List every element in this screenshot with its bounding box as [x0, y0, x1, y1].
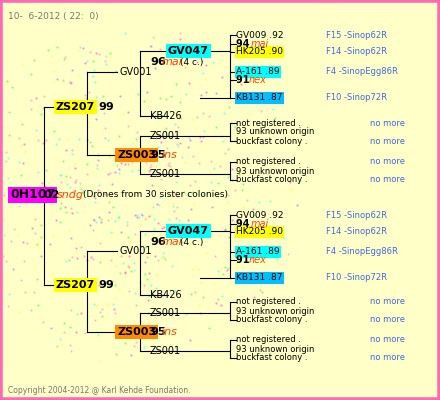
Text: ZS207: ZS207 [56, 102, 95, 112]
Text: GV047: GV047 [168, 46, 209, 56]
Text: F15 -Sinop62R: F15 -Sinop62R [326, 210, 387, 220]
Text: no more: no more [370, 354, 405, 362]
Text: mai: mai [162, 237, 183, 247]
Text: KB426: KB426 [150, 111, 182, 121]
Text: 99: 99 [98, 102, 114, 112]
Text: A-161 .89: A-161 .89 [236, 248, 280, 256]
Text: buckfast colony .: buckfast colony . [236, 354, 308, 362]
Text: ins: ins [162, 150, 178, 160]
Text: no more: no more [370, 298, 405, 306]
Text: 93 unknown origin: 93 unknown origin [236, 306, 314, 316]
Text: 91: 91 [236, 75, 253, 85]
Text: ZS003: ZS003 [117, 327, 156, 337]
Text: KB131 .87: KB131 .87 [236, 94, 282, 102]
Text: ins: ins [162, 327, 178, 337]
Text: 93 unknown origin: 93 unknown origin [236, 128, 314, 136]
Text: F14 -Sinop62R: F14 -Sinop62R [326, 48, 387, 56]
Text: 0H107: 0H107 [10, 188, 55, 202]
Text: HK205 .90: HK205 .90 [236, 48, 283, 56]
Text: not registered .: not registered . [236, 336, 301, 344]
Text: not registered .: not registered . [236, 118, 301, 128]
Text: mai: mai [251, 219, 269, 229]
Text: GV001: GV001 [120, 246, 153, 256]
Text: buckfast colony .: buckfast colony . [236, 316, 308, 324]
Text: mai: mai [251, 39, 269, 49]
Text: ZS001: ZS001 [150, 131, 181, 141]
Text: buckfast colony .: buckfast colony . [236, 176, 308, 184]
Text: F4 -SinopEgg86R: F4 -SinopEgg86R [326, 248, 398, 256]
Text: ZS001: ZS001 [150, 169, 181, 179]
Text: 02: 02 [44, 190, 63, 200]
Text: KB426: KB426 [150, 290, 182, 300]
Text: 93 unknown origin: 93 unknown origin [236, 344, 314, 354]
Text: mai: mai [162, 57, 183, 67]
Text: no more: no more [370, 118, 405, 128]
Text: HK205 .90: HK205 .90 [236, 228, 283, 236]
Text: not registered .: not registered . [236, 158, 301, 166]
Text: 96: 96 [150, 237, 166, 247]
Text: ZS001: ZS001 [150, 308, 181, 318]
Text: ZS003: ZS003 [117, 150, 156, 160]
Text: no more: no more [370, 176, 405, 184]
Text: F10 -Sinop72R: F10 -Sinop72R [326, 274, 387, 282]
Text: ZS001: ZS001 [150, 346, 181, 356]
Text: 93 unknown origin: 93 unknown origin [236, 166, 314, 176]
Text: Copyright 2004-2012 @ Karl Kehde Foundation.: Copyright 2004-2012 @ Karl Kehde Foundat… [8, 386, 191, 395]
Text: (4 c.): (4 c.) [180, 58, 203, 66]
Text: not registered .: not registered . [236, 298, 301, 306]
Text: no more: no more [370, 316, 405, 324]
Text: nex: nex [249, 75, 267, 85]
Text: 96: 96 [150, 57, 166, 67]
Text: 10-  6-2012 ( 22:  0): 10- 6-2012 ( 22: 0) [8, 12, 99, 21]
Text: no more: no more [370, 158, 405, 166]
Text: (4 c.): (4 c.) [180, 238, 203, 246]
Text: GV047: GV047 [168, 226, 209, 236]
Text: 95: 95 [150, 150, 165, 160]
Text: buckfast colony .: buckfast colony . [236, 136, 308, 146]
Text: 91: 91 [236, 255, 253, 265]
Text: no more: no more [370, 136, 405, 146]
Text: sndg: sndg [57, 190, 84, 200]
Text: F10 -Sinop72R: F10 -Sinop72R [326, 94, 387, 102]
Text: F14 -Sinop62R: F14 -Sinop62R [326, 228, 387, 236]
Text: F4 -SinopEgg86R: F4 -SinopEgg86R [326, 68, 398, 76]
Text: 94: 94 [236, 39, 253, 49]
Text: nex: nex [249, 255, 267, 265]
Text: A-161 .89: A-161 .89 [236, 68, 280, 76]
Text: GV009 .92: GV009 .92 [236, 210, 283, 220]
Text: (Drones from 30 sister colonies): (Drones from 30 sister colonies) [83, 190, 228, 200]
Text: 95: 95 [150, 327, 165, 337]
Text: GV001: GV001 [120, 67, 153, 77]
Text: 99: 99 [98, 280, 114, 290]
Text: KB131 .87: KB131 .87 [236, 274, 282, 282]
Text: GV009 .92: GV009 .92 [236, 30, 283, 40]
Text: ZS207: ZS207 [56, 280, 95, 290]
Text: 94: 94 [236, 219, 253, 229]
Text: F15 -Sinop62R: F15 -Sinop62R [326, 30, 387, 40]
Text: no more: no more [370, 336, 405, 344]
